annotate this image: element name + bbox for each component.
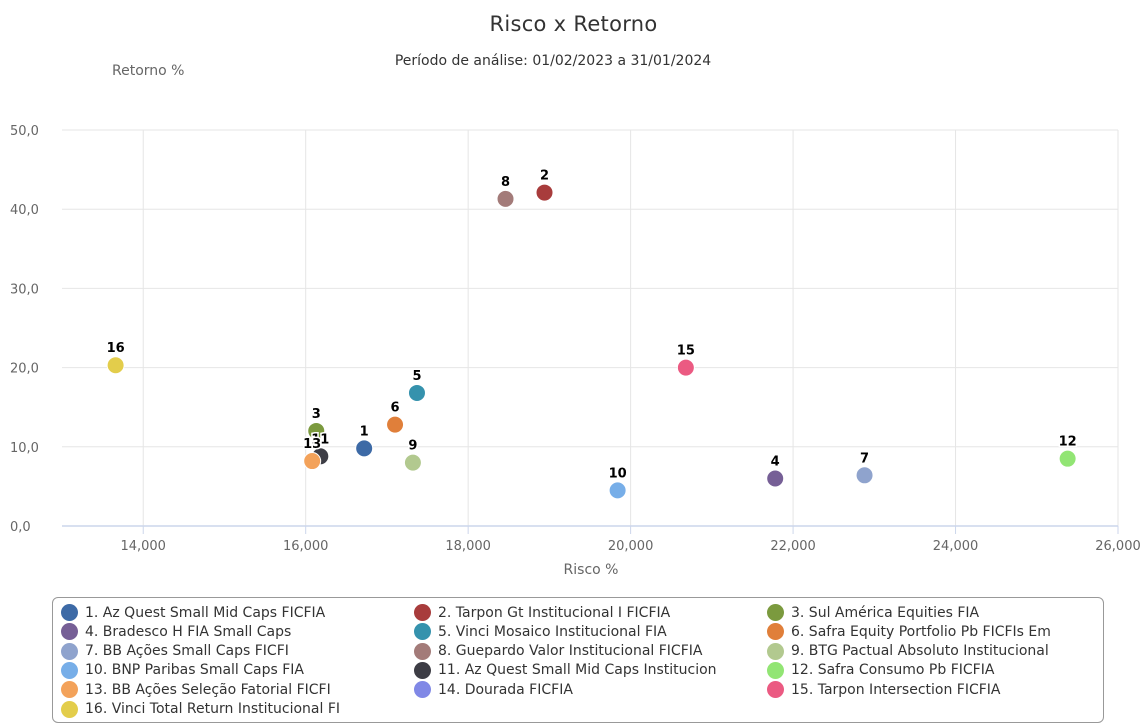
legend-marker-6 (767, 623, 784, 641)
data-label-7: 7 (860, 451, 869, 466)
y-tick-label: 10,0 (10, 441, 39, 456)
data-point-3[interactable] (307, 421, 326, 440)
legend-label-14: 14. Dourada FICFIA (438, 681, 573, 698)
data-label-2: 2 (540, 169, 549, 184)
legend-marker-16 (61, 700, 78, 718)
legend-item-5[interactable]: 5. Vinci Mosaico Institucional FIA (414, 622, 667, 641)
legend-marker-13 (61, 681, 78, 699)
legend-marker-1 (61, 604, 78, 621)
chart-legend: 1. Az Quest Small Mid Caps FICFIA 2. Tarp… (52, 597, 1104, 723)
legend-label-8: 8. Guepardo Valor Institucional FICFIA (438, 643, 703, 660)
legend-item-12[interactable]: 12. Safra Consumo Pb FICFIA (767, 661, 994, 680)
data-label-8: 8 (501, 175, 510, 190)
chart-title: Risco x Retorno (489, 12, 658, 36)
x-axis-label: Risco % (563, 562, 619, 578)
data-label-9: 9 (408, 439, 417, 454)
data-label-4: 4 (771, 454, 780, 469)
legend-label-1: 1. Az Quest Small Mid Caps FICFIA (85, 604, 326, 621)
legend-label-16: 16. Vinci Total Return Institucional FI (85, 701, 341, 717)
data-point-4[interactable] (766, 469, 785, 488)
legend-item-16[interactable]: 16. Vinci Total Return Institucional FI (61, 700, 340, 719)
legend-item-6[interactable]: 6. Safra Equity Portfolio Pb FICFIs Em (767, 622, 1051, 641)
data-label-16: 16 (107, 341, 125, 356)
y-tick-label: 40,0 (10, 203, 39, 218)
data-point-1[interactable] (355, 439, 374, 458)
data-point-10[interactable] (608, 481, 627, 500)
legend-item-10[interactable]: 10. BNP Paribas Small Caps FIA (61, 661, 304, 680)
x-tick-label: 18,000 (445, 539, 491, 554)
data-point-2[interactable] (535, 183, 554, 202)
data-label-10: 10 (609, 466, 627, 481)
y-tick-label: 30,0 (10, 282, 39, 297)
data-point-16[interactable] (106, 356, 125, 375)
legend-item-8[interactable]: 8. Guepardo Valor Institucional FICFIA (414, 642, 702, 661)
data-point-12[interactable] (1058, 449, 1077, 468)
data-point-8[interactable] (496, 189, 515, 208)
y-tick-label: 50,0 (10, 124, 39, 139)
legend-label-6: 6. Safra Equity Portfolio Pb FICFIs Em (791, 623, 1051, 640)
legend-label-2: 2. Tarpon Gt Institucional I FICFIA (438, 604, 671, 621)
legend-marker-12 (767, 661, 784, 679)
legend-item-7[interactable]: 7. BB Ações Small Caps FICFI (61, 642, 289, 661)
legend-marker-10 (61, 661, 78, 679)
x-tick-label: 22,000 (770, 539, 816, 554)
data-label-13: 13 (303, 437, 321, 452)
legend-item-14[interactable]: 14. Dourada FICFIA (414, 680, 573, 699)
legend-marker-9 (767, 642, 784, 660)
data-point-15[interactable] (676, 358, 695, 377)
data-label-15: 15 (677, 344, 695, 359)
scatter-plot: 0,0 10,0 20,0 30,0 40,0 50,0 14,000 16,000 18,00… (10, 124, 1141, 554)
legend-marker-14 (414, 681, 431, 699)
data-label-3: 3 (312, 407, 321, 422)
legend-label-7: 7. BB Ações Small Caps FICFI (85, 643, 289, 660)
legend-marker-4 (61, 623, 78, 641)
chart-subtitle: Período de análise: 01/02/2023 a 31/01/2… (394, 53, 712, 69)
x-tick-label: 20,000 (608, 539, 654, 554)
y-tick-label: 20,0 (10, 362, 39, 377)
data-label-1: 1 (360, 424, 369, 439)
data-label-12: 12 (1059, 435, 1077, 450)
legend-label-10: 10. BNP Paribas Small Caps FIA (85, 662, 305, 679)
legend-marker-7 (61, 642, 78, 660)
y-tick-label: 0,0 (10, 520, 31, 535)
data-point-7[interactable] (855, 466, 874, 485)
legend-label-13: 13. BB Ações Seleção Fatorial FICFI (85, 681, 331, 698)
legend-label-3: 3. Sul América Equities FIA (791, 604, 980, 621)
data-label-11: 11 (311, 432, 329, 447)
legend-label-12: 12. Safra Consumo Pb FICFIA (791, 662, 995, 679)
legend-label-15: 15. Tarpon Intersection FICFIA (791, 681, 1001, 698)
legend-marker-5 (414, 623, 431, 641)
data-point-9[interactable] (403, 453, 422, 472)
x-tick-label: 16,000 (283, 539, 329, 554)
legend-marker-11 (414, 661, 431, 679)
legend-item-11[interactable]: 11. Az Quest Small Mid Caps Institucion (414, 661, 717, 680)
legend-marker-15 (767, 681, 784, 699)
x-tick-label: 14,000 (120, 539, 166, 554)
y-axis-label: Retorno % (112, 63, 185, 79)
x-tick-label: 26,000 (1095, 539, 1141, 554)
legend-item-2[interactable]: 2. Tarpon Gt Institucional I FICFIA (414, 603, 670, 622)
legend-item-13[interactable]: 13. BB Ações Seleção Fatorial FICFI (61, 680, 331, 699)
legend-item-4[interactable]: 4. Bradesco H FIA Small Caps (61, 622, 291, 641)
data-point-5[interactable] (407, 383, 426, 402)
legend-marker-8 (414, 642, 431, 660)
legend-label-11: 11. Az Quest Small Mid Caps Institucion (438, 662, 717, 679)
legend-marker-3 (767, 604, 784, 621)
legend-item-3[interactable]: 3. Sul América Equities FIA (767, 603, 979, 622)
legend-item-1[interactable]: 1. Az Quest Small Mid Caps FICFIA (61, 603, 325, 622)
data-label-5: 5 (412, 369, 421, 384)
data-label-6: 6 (391, 401, 400, 416)
legend-label-4: 4. Bradesco H FIA Small Caps (85, 623, 292, 640)
legend-label-5: 5. Vinci Mosaico Institucional FIA (438, 623, 667, 640)
x-tick-label: 24,000 (933, 539, 979, 554)
legend-label-9: 9. BTG Pactual Absoluto Institucional (791, 643, 1049, 660)
legend-item-9[interactable]: 9. BTG Pactual Absoluto Institucional (767, 642, 1049, 661)
data-point-13[interactable] (303, 452, 322, 471)
legend-marker-2 (414, 604, 431, 621)
legend-item-15[interactable]: 15. Tarpon Intersection FICFIA (767, 680, 1001, 699)
data-point-6[interactable] (386, 415, 405, 434)
